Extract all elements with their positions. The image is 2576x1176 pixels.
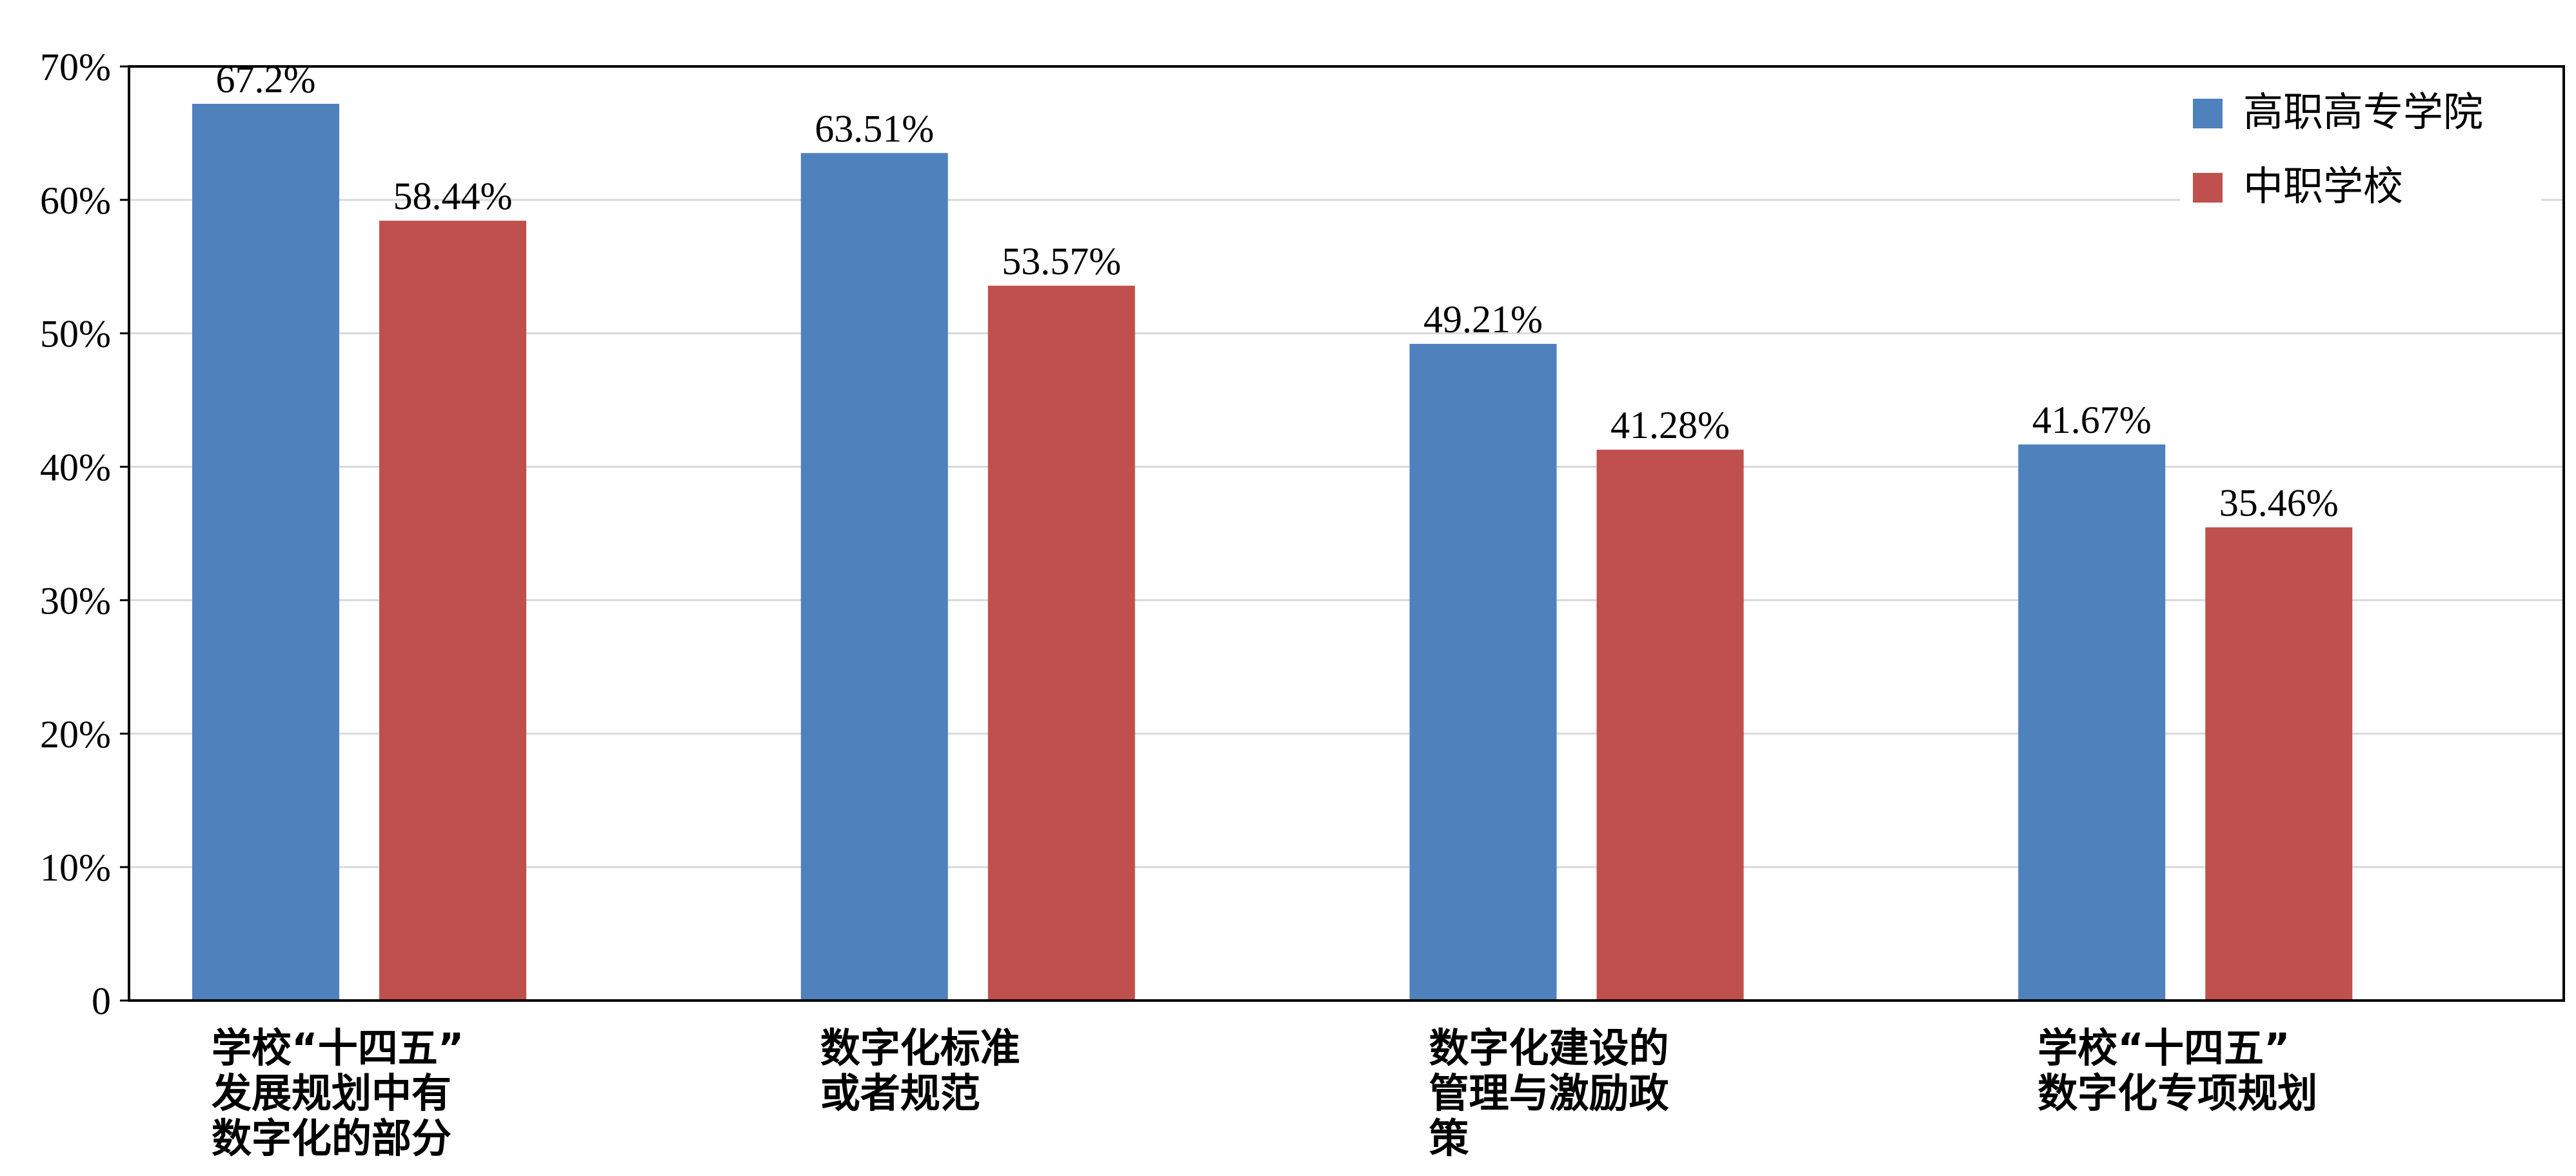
legend-label: 中职学校 — [2243, 163, 2403, 210]
legend-backdrop — [2180, 84, 2541, 142]
y-tick-label: 50% — [40, 313, 111, 355]
data-label: 41.67% — [2032, 399, 2152, 441]
legend-label: 高职高专学院 — [2243, 88, 2483, 135]
y-tick-label: 0 — [92, 980, 111, 1022]
data-labels: 67.2% 63.51% 49.21% 41.67% 58.44% 53.57% 41.28… — [216, 58, 2339, 524]
category-label: 数字化专项规划 — [2037, 1070, 2317, 1117]
data-label: 58.44% — [393, 175, 513, 217]
y-tick-label: 40% — [40, 446, 111, 489]
bar-higher-vocational-2 — [1409, 344, 1557, 1001]
y-tick-label: 10% — [40, 846, 111, 889]
category-label: 数字化的部分 — [212, 1115, 451, 1162]
category-label: 学校“十四五” — [2037, 1024, 2290, 1071]
y-tick-label: 20% — [40, 713, 111, 755]
y-tick-label: 60% — [40, 179, 111, 222]
bars — [192, 103, 2353, 1001]
legend-backdrop — [2180, 158, 2541, 216]
category-label: 发展规划中有 — [212, 1070, 451, 1117]
category-label: 管理与激励政 — [1429, 1070, 1669, 1117]
data-label: 35.46% — [2219, 481, 2339, 524]
y-tick-label: 70% — [40, 46, 111, 88]
legend-swatch — [2193, 173, 2223, 203]
category-label: 数字化建设的 — [1429, 1024, 1669, 1071]
data-label: 49.21% — [1423, 298, 1543, 341]
category-label: 或者规范 — [820, 1070, 980, 1117]
plot-frame — [128, 65, 2565, 1002]
bar-secondary-vocational-1 — [987, 285, 1135, 1001]
bar-higher-vocational-0 — [192, 103, 339, 1001]
data-label: 53.57% — [1002, 240, 1121, 283]
category-label: 学校“十四五” — [212, 1024, 464, 1071]
bar-higher-vocational-3 — [2018, 444, 2166, 1001]
category-label: 数字化标准 — [820, 1024, 1020, 1071]
y-tick-label: 30% — [40, 579, 111, 622]
category-label: 策 — [1429, 1115, 1469, 1162]
bar-secondary-vocational-0 — [379, 221, 526, 1001]
data-label: 41.28% — [1610, 404, 1730, 446]
legend-swatch — [2193, 99, 2223, 128]
bar-higher-vocational-1 — [800, 153, 948, 1001]
bar-secondary-vocational-2 — [1596, 450, 1744, 1001]
axes: 010%20%30%40%50%60%70%学校“十四五”发展规划中有数字化的部… — [40, 46, 2565, 1162]
bar-secondary-vocational-3 — [2205, 527, 2353, 1001]
data-label: 63.51% — [815, 107, 934, 150]
data-label: 67.2% — [216, 58, 316, 101]
